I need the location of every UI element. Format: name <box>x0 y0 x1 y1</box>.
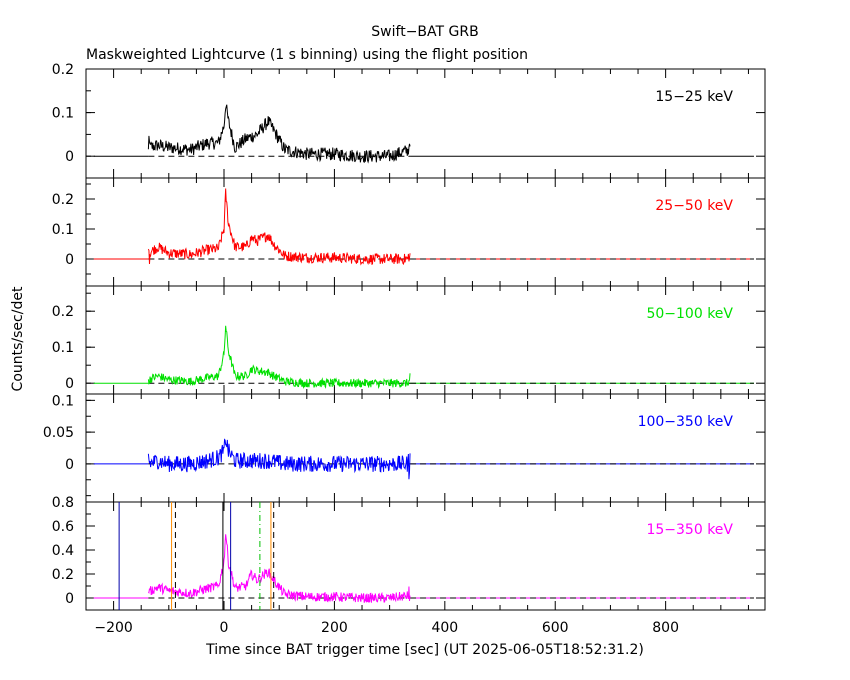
band-label: 50−100 keV <box>646 306 733 322</box>
y-tick-label: 0.2 <box>52 567 74 583</box>
y-tick-label: 0.1 <box>52 106 74 122</box>
x-tick-label: 600 <box>542 620 569 636</box>
y-tick-label: 0.2 <box>52 192 74 208</box>
panel-3: 0 0.1 0.2 50−100 keV <box>52 285 766 395</box>
y-tick-label: 0 <box>65 149 74 165</box>
panel-frame <box>85 393 766 503</box>
y-tick-label: 0.8 <box>52 495 74 511</box>
x-tick-label: −200 <box>94 620 132 636</box>
band-label: 15−350 keV <box>646 522 733 538</box>
figure-title: Swift−BAT GRB <box>371 24 478 40</box>
y-tick-label: 0 <box>65 376 74 392</box>
panel-frame <box>85 68 766 179</box>
y-tick-label: 0 <box>65 252 74 268</box>
x-tick-label: 200 <box>321 620 348 636</box>
y-tick-label: 0.1 <box>52 393 74 409</box>
lightcurve-series <box>147 438 411 480</box>
band-label: 25−50 keV <box>655 198 733 214</box>
y-tick-label: 0.2 <box>52 62 74 78</box>
x-tick-label: 400 <box>431 620 458 636</box>
panel-5: 0 0.2 0.4 0.6 0.8 15−350 keV −200 0 200 400 600 800 <box>52 495 766 636</box>
y-tick-label: 0.2 <box>52 304 74 320</box>
lightcurve-series <box>147 534 411 604</box>
panel-frame <box>85 285 766 395</box>
lightcurve-series <box>147 104 411 164</box>
panel-frame <box>85 501 766 611</box>
y-tick-label: 0 <box>65 591 74 607</box>
y-tick-label: 0.4 <box>52 543 74 559</box>
x-tick-label: 0 <box>220 620 229 636</box>
band-label: 15−25 keV <box>655 89 733 105</box>
lightcurve-series <box>147 188 411 266</box>
x-tick-label: 800 <box>652 620 679 636</box>
y-axis-label: Counts/sec/det <box>10 286 26 391</box>
panel-1: 0 0.1 0.2 15−25 keV <box>52 62 766 179</box>
figure-subtitle: Maskweighted Lightcurve (1 s binning) us… <box>86 47 528 63</box>
x-axis-label: Time since BAT trigger time [sec] (UT 20… <box>205 642 644 658</box>
lightcurve-series <box>147 325 411 390</box>
panel-frame <box>85 177 766 287</box>
y-tick-label: 0.6 <box>52 519 74 535</box>
band-label: 100−350 keV <box>638 414 734 430</box>
panel-2: 0 0.1 0.2 25−50 keV <box>52 177 766 287</box>
y-tick-label: 0.05 <box>43 425 74 441</box>
y-tick-label: 0 <box>65 457 74 473</box>
panel-4: 0 0.05 0.1 100−350 keV <box>43 393 766 503</box>
y-tick-label: 0.1 <box>52 222 74 238</box>
y-tick-label: 0.1 <box>52 340 74 356</box>
